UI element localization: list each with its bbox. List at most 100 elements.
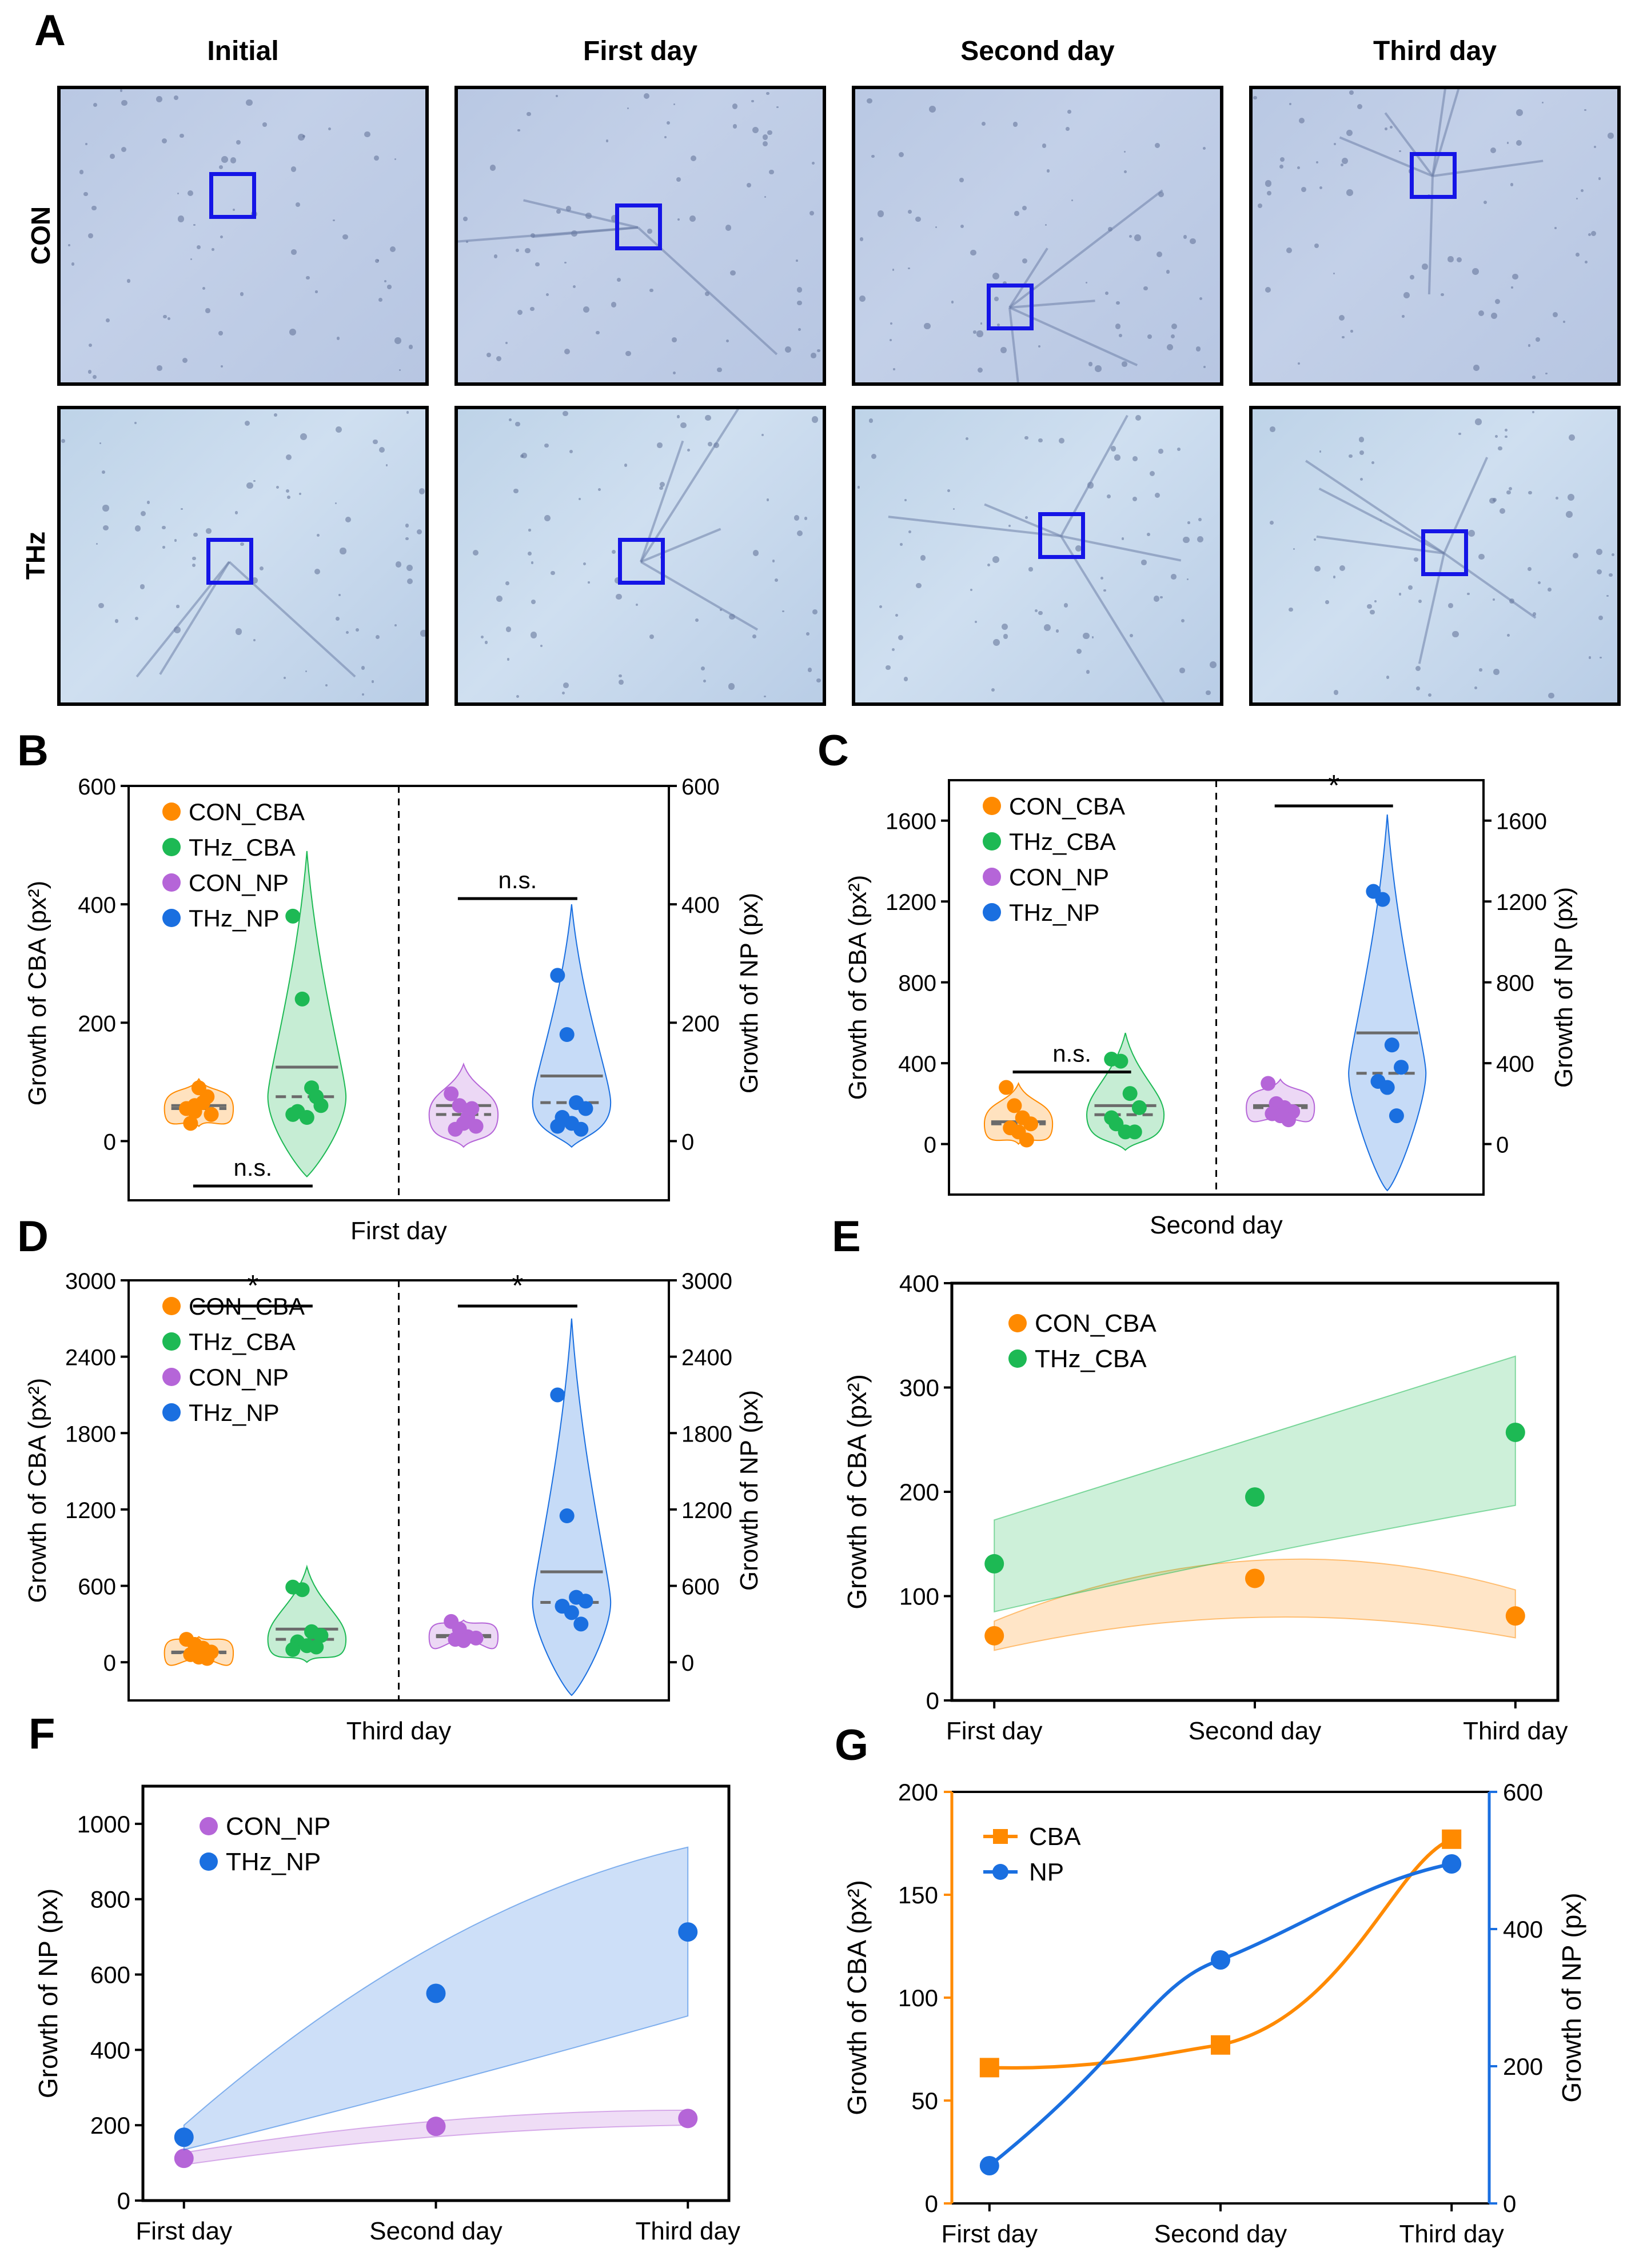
debris-speck: [1349, 90, 1354, 95]
chart-E: 0 100 200 300 400 First day Second day Third da…: [842, 1270, 1568, 1745]
debris-speck: [1510, 183, 1513, 186]
debris-speck: [463, 217, 468, 222]
debris-speck: [672, 337, 677, 343]
debris-speck: [1409, 274, 1414, 279]
y-tick-label: 1600: [886, 809, 936, 834]
y-tick-label: 1200: [886, 890, 936, 915]
micrograph-image: [454, 86, 826, 386]
roi-box: [1410, 152, 1457, 199]
debris-speck: [1413, 557, 1418, 562]
debris-speck: [1171, 323, 1178, 329]
debris-speck: [1177, 448, 1181, 451]
debris-speck: [1370, 609, 1375, 615]
debris-speck: [1568, 434, 1575, 441]
violin-body: [267, 850, 347, 1177]
debris-speck: [338, 593, 341, 597]
debris-speck: [1554, 227, 1557, 229]
debris-speck: [732, 124, 737, 129]
debris-speck: [556, 209, 561, 214]
debris-speck: [867, 98, 872, 104]
legend-label: CON_CBA: [1035, 1309, 1157, 1337]
legend-label: CON_NP: [226, 1812, 330, 1840]
y-tick-label: 0: [681, 1651, 694, 1676]
violin-body: [1348, 814, 1427, 1192]
debris-speck: [1474, 686, 1477, 689]
debris-speck: [1003, 634, 1008, 639]
data-point: [979, 2058, 999, 2078]
debris-speck: [1357, 104, 1363, 110]
y-tick-label: 1600: [1496, 809, 1547, 834]
debris-speck: [1198, 517, 1202, 521]
debris-speck: [1451, 630, 1459, 638]
debris-speck: [1154, 142, 1161, 149]
debris-speck: [976, 330, 983, 337]
debris-speck: [334, 502, 337, 505]
legend-marker: [200, 1852, 218, 1871]
debris-speck: [951, 301, 954, 304]
debris-speck: [1130, 634, 1134, 638]
debris-speck: [1567, 494, 1574, 501]
debris-speck: [1468, 530, 1475, 537]
significance-label: n.s.: [499, 867, 537, 893]
debris-speck: [806, 632, 809, 636]
debris-speck: [868, 418, 873, 423]
debris-speck: [1609, 573, 1613, 577]
debris-speck: [690, 155, 697, 162]
data-point: [1023, 1116, 1039, 1132]
debris-speck: [496, 595, 503, 602]
debris-speck: [300, 433, 307, 440]
debris-speck: [676, 415, 680, 418]
debris-speck: [1091, 636, 1094, 638]
debris-speck: [680, 422, 687, 429]
x-axis-title: Third day: [346, 1717, 451, 1745]
debris-speck: [1548, 588, 1552, 592]
debris-speck: [182, 357, 188, 364]
debris-speck: [1491, 313, 1498, 320]
data-point: [456, 1633, 471, 1648]
debris-speck: [992, 273, 999, 279]
debris-speck: [362, 693, 364, 696]
debris-speck: [725, 225, 732, 231]
data-point: [979, 2156, 999, 2175]
debris-speck: [192, 563, 196, 567]
debris-speck: [1385, 127, 1387, 130]
debris-speck: [187, 190, 193, 196]
debris-speck: [664, 135, 667, 138]
debris-speck: [364, 131, 370, 137]
y-tick-label: 600: [78, 774, 116, 800]
debris-speck: [687, 448, 691, 452]
y-tick-label: 1200: [65, 1498, 116, 1523]
debris-speck: [1528, 567, 1532, 572]
debris-speck: [991, 688, 995, 692]
debris-speck: [583, 306, 590, 313]
debris-speck: [531, 600, 536, 605]
debris-speck: [635, 603, 639, 606]
debris-speck: [406, 411, 409, 414]
debris-speck: [193, 532, 198, 537]
debris-speck: [1478, 554, 1485, 560]
debris-speck: [385, 464, 388, 466]
debris-speck: [1134, 234, 1141, 241]
debris-speck: [205, 308, 210, 313]
debris-speck: [299, 493, 301, 496]
roi-box: [615, 203, 662, 250]
data-point: [1384, 1037, 1399, 1053]
y-axis-title: Growth of NP (px): [33, 1888, 63, 2098]
debris-speck: [1507, 633, 1510, 637]
debris-speck: [1064, 603, 1068, 608]
debris-speck: [1118, 333, 1123, 338]
debris-speck: [355, 628, 360, 632]
legend-marker: [200, 1817, 218, 1835]
data-point: [1007, 1098, 1022, 1113]
data-point: [285, 908, 301, 924]
legend-label: NP: [1029, 1858, 1064, 1886]
y-tick-label: 1200: [681, 1498, 732, 1523]
x-tick-label: Second day: [1189, 1717, 1321, 1745]
y-axis-title-left: Growth of CBA (px²): [23, 1378, 51, 1603]
debris-speck: [374, 258, 379, 263]
y-axis-title: Growth of CBA (px²): [842, 1374, 872, 1610]
significance-label: n.s.: [1052, 1040, 1091, 1067]
debris-speck: [977, 368, 983, 373]
debris-speck: [240, 292, 244, 296]
debris-speck: [1087, 482, 1094, 489]
